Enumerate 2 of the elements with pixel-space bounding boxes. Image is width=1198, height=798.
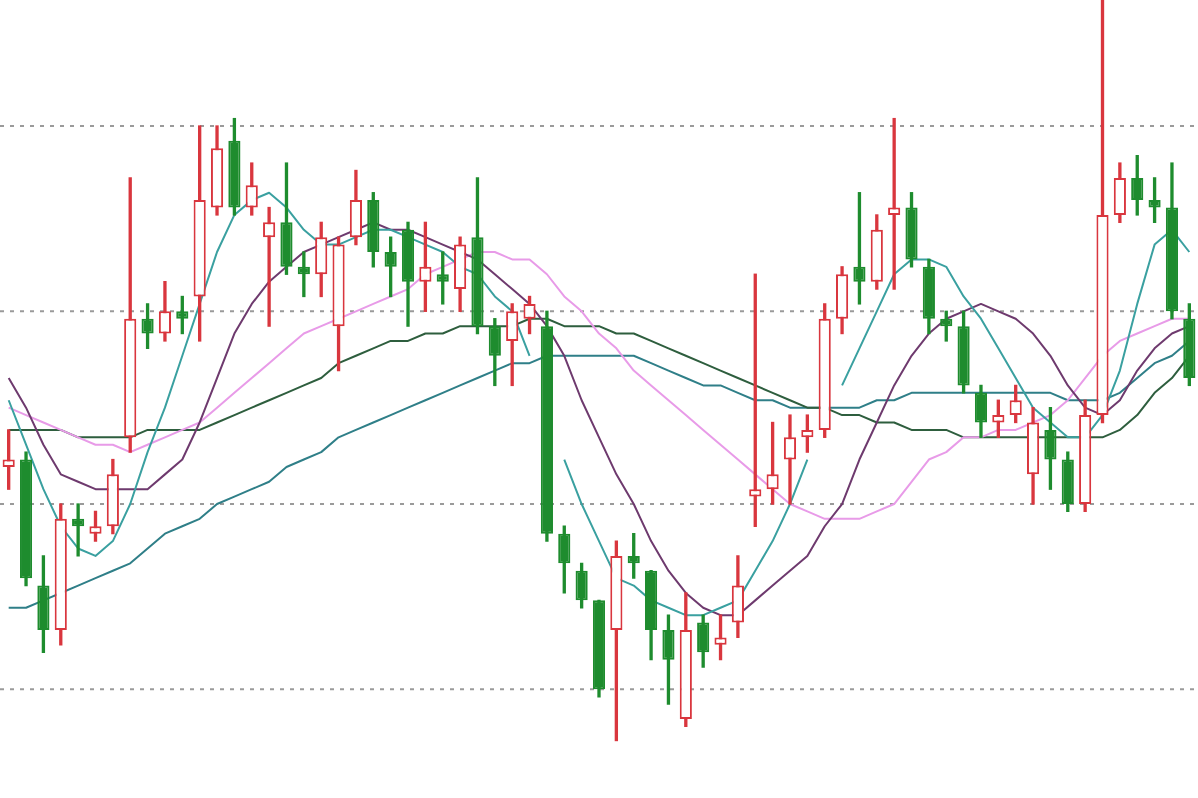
candlestick (783, 414, 797, 505)
candlestick (263, 206, 276, 327)
